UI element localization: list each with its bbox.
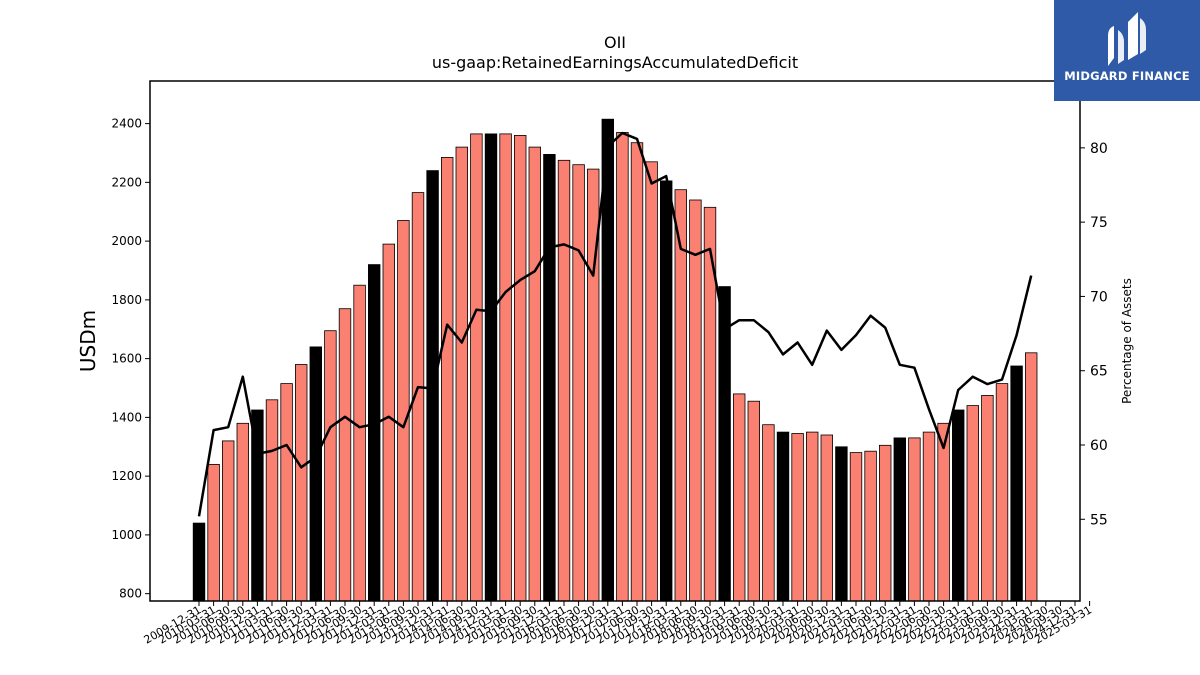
chart-subtitle: us-gaap:RetainedEarningsAccumulatedDefic…	[432, 53, 798, 72]
bar	[207, 463, 220, 602]
bar	[879, 444, 892, 602]
bar	[324, 330, 337, 602]
bar	[820, 434, 834, 602]
y-axis-label-right: Percentage of Assets	[1120, 278, 1134, 404]
y-right-tick-label: 55	[1090, 512, 1108, 528]
y-right-tick-label: 60	[1090, 438, 1108, 454]
line-series	[197, 131, 1033, 517]
bar	[864, 450, 877, 602]
bar	[689, 199, 702, 602]
bar	[718, 286, 731, 602]
bar	[382, 243, 396, 602]
bar-series	[192, 118, 1038, 602]
y-tick-label: 2400	[111, 117, 142, 131]
bar	[294, 364, 308, 602]
bar	[893, 437, 907, 602]
y-right-tick-label: 65	[1090, 364, 1108, 380]
midgard-finance-logo: MIDGARD FINANCE	[1054, 0, 1200, 101]
y-tick-label: 1400	[111, 410, 142, 424]
bar	[470, 133, 483, 602]
bar	[484, 133, 498, 602]
bar	[835, 446, 848, 602]
bar	[747, 400, 761, 602]
bar	[616, 131, 629, 602]
plot-frame	[149, 80, 1081, 602]
y-tick-label: 1200	[111, 469, 142, 483]
y-axis-right: 55 60 65 70 75 80	[1080, 141, 1108, 528]
bar	[981, 394, 994, 602]
y-axis-label-left: USDm	[76, 310, 100, 372]
bar	[236, 422, 250, 602]
bar	[397, 220, 410, 602]
x-axis: 2009-12-312010-03-312010-06-302010-09-30…	[142, 601, 1094, 647]
chart-title: OII	[604, 33, 626, 52]
bar	[499, 133, 512, 602]
bar	[908, 437, 921, 602]
y-tick-label: 2200	[111, 175, 142, 189]
y-right-tick-label: 70	[1090, 289, 1108, 305]
y-right-tick-label: 75	[1090, 215, 1108, 231]
bar	[367, 264, 381, 602]
bar	[543, 153, 556, 602]
bar	[338, 308, 352, 602]
y-tick-label: 1000	[111, 528, 142, 542]
bar	[514, 134, 527, 602]
bar	[733, 393, 746, 602]
bar	[966, 405, 980, 602]
bar	[645, 161, 658, 602]
line-series-path	[197, 131, 1033, 517]
y-tick-label: 1800	[111, 293, 142, 307]
bar	[995, 383, 1009, 602]
bar	[192, 522, 206, 602]
bar	[937, 422, 950, 602]
bar	[660, 180, 673, 602]
logo-text: MIDGARD FINANCE	[1064, 69, 1190, 83]
bar	[455, 146, 469, 602]
bar	[528, 146, 542, 602]
bar	[557, 159, 571, 602]
y-right-tick-label: 80	[1090, 141, 1108, 157]
bar	[572, 164, 585, 602]
y-tick-label: 800	[119, 587, 142, 601]
bar	[440, 156, 454, 602]
bar	[265, 399, 279, 602]
bar	[353, 284, 366, 602]
bar	[791, 433, 804, 602]
bar	[849, 452, 863, 602]
y-axis-left: 800 1000 1200 1400 1600 1800 2000 2200 2400	[111, 117, 150, 601]
bar	[762, 424, 775, 602]
bar	[952, 409, 965, 602]
bar	[1025, 352, 1038, 602]
bar	[309, 346, 323, 602]
bar	[806, 431, 819, 602]
bar	[221, 440, 235, 602]
bar	[630, 142, 644, 602]
y-tick-label: 2000	[111, 234, 142, 248]
bar	[922, 431, 936, 602]
bar	[776, 431, 790, 602]
bar	[280, 383, 293, 602]
y-tick-label: 1600	[111, 352, 142, 366]
bar	[1010, 365, 1023, 602]
midgard-logo-icon	[1108, 12, 1146, 66]
